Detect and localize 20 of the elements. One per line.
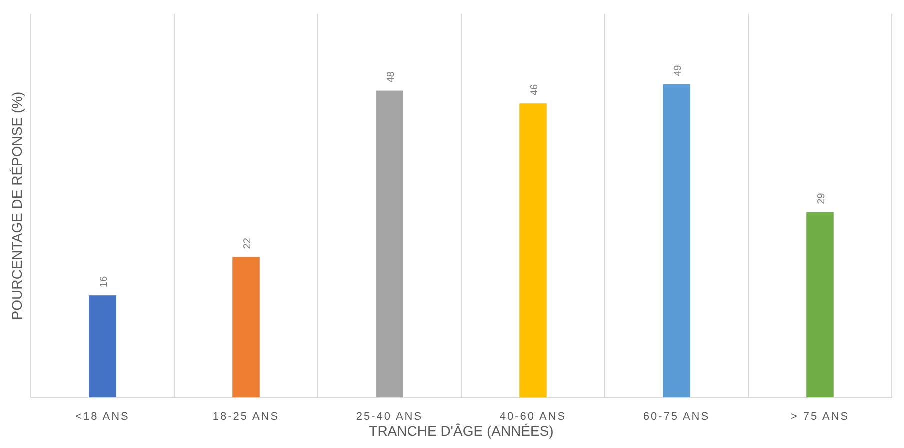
bar [89, 296, 116, 398]
data-label: 49 [672, 64, 684, 76]
bar [520, 104, 547, 398]
bar [376, 90, 404, 398]
data-label: 48 [386, 71, 397, 83]
data-label: 46 [529, 84, 540, 96]
data-label: 16 [98, 276, 110, 288]
x-tick-label: 60-75 ANS [643, 411, 710, 423]
bar [663, 84, 690, 398]
x-tick-label: 25-40 ANS [356, 411, 424, 423]
x-tick-label: > 75 ANS [790, 411, 850, 423]
data-label: 22 [242, 238, 254, 250]
x-axis-title: TRANCHE D'ÂGE (ANNÉES) [369, 423, 554, 439]
bar [232, 257, 260, 398]
x-tick-label: 18-25 ANS [212, 411, 280, 423]
x-tick-label: <18 ANS [76, 411, 130, 423]
bar [806, 212, 834, 398]
y-axis-title: POURCENTAGE DE RÉPONSE (%) [9, 92, 25, 320]
data-label: 29 [816, 192, 828, 204]
x-tick-label: 40-60 ANS [500, 411, 567, 423]
